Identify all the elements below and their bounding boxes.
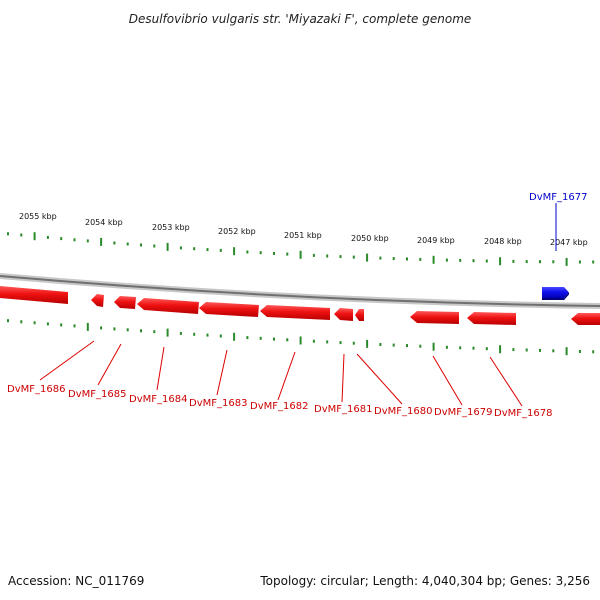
scale-label: 2055 kbp: [19, 212, 57, 221]
gene-dvmf-1677[interactable]: DvMF_1677: [529, 192, 587, 300]
gene-arrow-reverse[interactable]: [199, 302, 259, 317]
gene-label-connector: [216, 349, 228, 396]
gene-label-dvmf-1684[interactable]: DvMF_1684: [129, 394, 187, 405]
gene-label-dvmf-1679[interactable]: DvMF_1679: [434, 407, 492, 418]
gene-label-connector: [277, 351, 296, 401]
map-title: Desulfovibrio vulgaris str. 'Miyazaki F'…: [129, 12, 472, 26]
genome-backbone: [0, 273, 600, 309]
outer-tick-row: [7, 232, 595, 266]
gene-label-connector: [97, 343, 122, 386]
gene-label-connector: [356, 353, 403, 405]
scale-label: 2053 kbp: [152, 223, 190, 232]
gene-label-dvmf-1686[interactable]: DvMF_1686: [7, 384, 65, 395]
gene-label-dvmf-1678[interactable]: DvMF_1678: [494, 408, 552, 419]
genome-summary-text: Topology: circular; Length: 4,040,304 bp…: [259, 574, 590, 588]
reverse-gene-label-texts: DvMF_1686 DvMF_1685 DvMF_1684 DvMF_1683 …: [7, 384, 552, 419]
gene-label-connector: [156, 346, 165, 391]
scale-label: 2051 kbp: [284, 231, 322, 240]
gene-label-dvmf-1685[interactable]: DvMF_1685: [68, 389, 126, 400]
gene-arrow-reverse[interactable]: [137, 298, 199, 314]
scale-label: 2049 kbp: [417, 236, 455, 245]
gene-label-connector: [341, 353, 345, 403]
gene-arrow-forward: [542, 287, 569, 298]
scale-label: 2052 kbp: [218, 227, 256, 236]
inner-tick-row: [7, 319, 595, 356]
gene-arrow-reverse[interactable]: [355, 309, 364, 321]
gene-arrow-reverse[interactable]: [0, 286, 68, 304]
gene-label-dvmf-1677: DvMF_1677: [529, 192, 587, 203]
reverse-gene-labels: [39, 340, 523, 407]
gene-arrow-reverse[interactable]: [260, 305, 330, 320]
gene-label-dvmf-1682[interactable]: DvMF_1682: [250, 401, 308, 412]
reverse-genes: [0, 286, 600, 325]
gene-arrow-reverse[interactable]: [334, 308, 353, 321]
gene-arrow-reverse[interactable]: [467, 312, 516, 325]
gene-label-dvmf-1683[interactable]: DvMF_1683: [189, 398, 247, 409]
gene-arrow-reverse[interactable]: [91, 294, 104, 307]
gene-label-connector: [39, 340, 95, 381]
gene-arrow-reverse[interactable]: [571, 313, 600, 325]
scale-label: 2048 kbp: [484, 237, 522, 246]
scale-label: 2054 kbp: [85, 218, 123, 227]
gene-arrow-reverse[interactable]: [410, 311, 459, 324]
accession-text: Accession: NC_011769: [8, 574, 144, 588]
gene-label-dvmf-1681[interactable]: DvMF_1681: [314, 404, 372, 415]
scale-labels: 2055 kbp 2054 kbp 2053 kbp 2052 kbp 2051…: [19, 212, 588, 247]
scale-label: 2047 kbp: [550, 238, 588, 247]
gene-label-connector: [432, 355, 463, 406]
genome-backbone-line: [0, 275, 600, 307]
gene-label-dvmf-1680[interactable]: DvMF_1680: [374, 406, 432, 417]
gene-arrow-shadow: [542, 292, 569, 300]
gene-label-connector: [489, 356, 523, 407]
scale-label: 2050 kbp: [351, 234, 389, 243]
gene-arrow-reverse[interactable]: [114, 296, 136, 309]
